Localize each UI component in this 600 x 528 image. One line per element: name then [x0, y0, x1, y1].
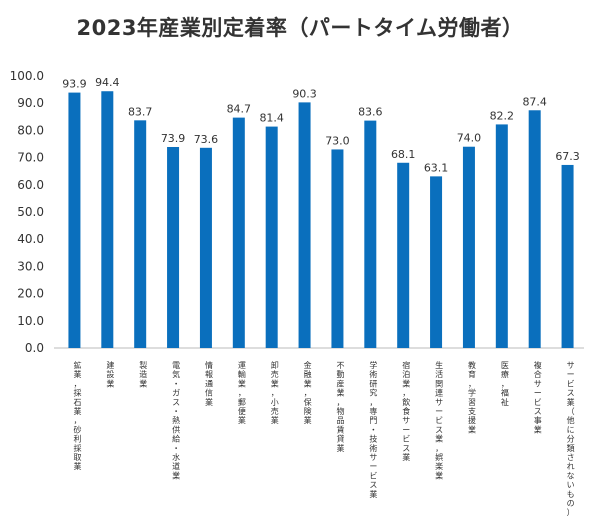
- bar: [199, 147, 212, 348]
- bar-value-label: 84.7: [227, 103, 252, 116]
- bar-value-label: 73.6: [194, 133, 219, 146]
- x-tick-label: 建設業: [106, 360, 114, 388]
- bar-value-label: 93.9: [62, 78, 87, 91]
- x-tick-label: 学術研究，専門・技術サービス業: [369, 360, 377, 499]
- bar: [462, 146, 475, 348]
- x-tick-label: 生活関連サービス業，娯楽業: [435, 360, 443, 480]
- x-tick-label: 不動産業，物品賃貸業: [336, 361, 344, 453]
- y-tick-label: 10.0: [17, 314, 44, 328]
- x-tick-label: 情報通信業: [205, 360, 213, 407]
- bar-value-label: 90.3: [292, 87, 317, 100]
- x-tick-label: サービス業（他に分類されないもの）: [567, 361, 575, 517]
- bar: [68, 92, 81, 348]
- y-tick-label: 80.0: [17, 123, 44, 137]
- x-tick-label: 運輸業，郵便業: [238, 361, 246, 425]
- bar: [232, 117, 245, 348]
- x-tick-label: 製造業: [139, 360, 147, 388]
- x-tick-label: 鉱業，採石業，砂利採取業: [73, 360, 81, 471]
- bar-value-label: 82.2: [490, 109, 515, 122]
- y-tick-label: 40.0: [17, 232, 44, 246]
- bar: [528, 110, 541, 348]
- y-tick-label: 70.0: [17, 151, 44, 165]
- bar-value-label: 87.4: [522, 95, 547, 108]
- bar-value-label: 83.6: [358, 106, 383, 119]
- y-tick-label: 20.0: [17, 287, 44, 301]
- x-tick-label: 複合サービス事業: [534, 360, 542, 434]
- bar: [167, 146, 180, 348]
- bar: [495, 124, 508, 348]
- chart-title: 2023年産業別定着率（パートタイム労働者）: [76, 16, 524, 40]
- bar: [364, 120, 377, 348]
- y-tick-label: 60.0: [17, 178, 44, 192]
- x-tick-label: 金融業，保険業: [304, 360, 312, 425]
- bar-value-label: 73.0: [325, 134, 350, 147]
- bar: [101, 91, 114, 349]
- y-tick-label: 0.0: [25, 341, 44, 355]
- bar-value-label: 81.4: [259, 112, 284, 125]
- bar: [298, 102, 311, 348]
- y-tick-label: 50.0: [17, 205, 44, 219]
- bar: [265, 126, 278, 348]
- bar-value-label: 83.7: [128, 105, 153, 118]
- y-tick-label: 30.0: [17, 259, 44, 273]
- bar-value-label: 68.1: [391, 148, 416, 161]
- bar-value-label: 67.3: [555, 150, 580, 163]
- y-tick-label: 100.0: [10, 69, 44, 83]
- bar-value-label: 74.0: [457, 132, 482, 145]
- bar: [397, 162, 410, 348]
- bar-value-label: 63.1: [424, 161, 449, 174]
- bar-value-label: 73.9: [161, 132, 186, 145]
- bar-value-label: 94.4: [95, 76, 120, 89]
- y-tick-label: 90.0: [17, 96, 44, 110]
- bar: [430, 176, 443, 348]
- bar: [331, 149, 344, 348]
- bar: [134, 120, 147, 348]
- x-tick-label: 医療，福祉: [501, 361, 509, 407]
- x-tick-label: 電気・ガス・熱供給・水道業: [172, 361, 180, 480]
- bar: [561, 164, 574, 348]
- x-tick-label: 宿泊業，飲食サービス業: [402, 360, 410, 462]
- x-tick-label: 教育，学習支援業: [468, 360, 476, 434]
- x-tick-label: 卸売業，小売業: [271, 360, 279, 425]
